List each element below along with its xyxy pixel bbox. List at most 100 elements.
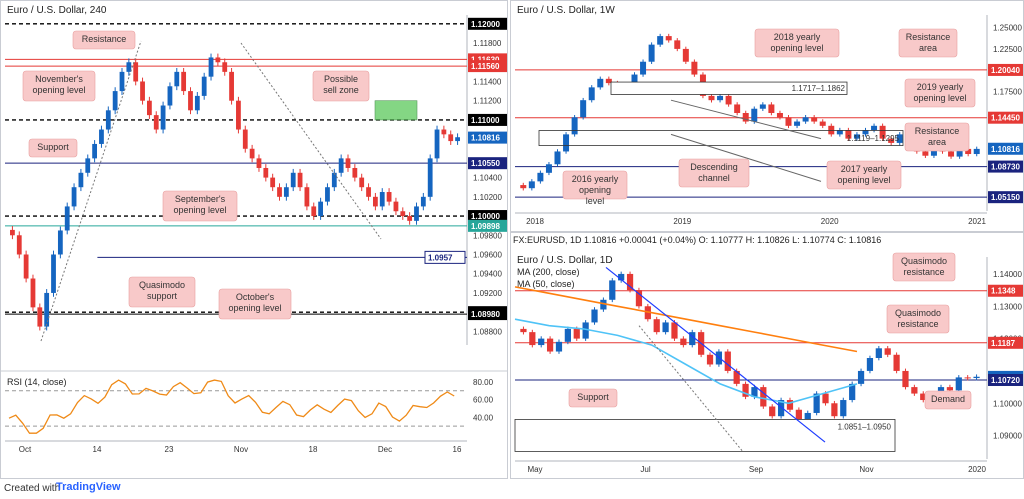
annotation-demand: Demand bbox=[931, 394, 965, 404]
y-tick-label: 1.17500 bbox=[993, 88, 1022, 97]
level-label: 1.10720 bbox=[991, 376, 1020, 385]
candle-body bbox=[973, 148, 980, 155]
weekly-chart[interactable]: 1.25000 1.22500 1.17500 1.20040 1.14450 1.108… bbox=[511, 1, 1024, 232]
candle-body bbox=[256, 158, 262, 168]
candle-body bbox=[600, 299, 607, 310]
candle-body bbox=[849, 383, 856, 401]
annotation-resistance-area-1: Resistance bbox=[906, 32, 951, 42]
level-label: 1.20040 bbox=[991, 66, 1020, 75]
y-tick-label: 1.09400 bbox=[473, 270, 502, 279]
candle-body bbox=[338, 158, 344, 173]
annotation-sell-zone-box bbox=[312, 70, 370, 102]
candle-body bbox=[167, 86, 173, 106]
ma50-legend: MA (50, close) bbox=[517, 279, 575, 289]
annotation-november-open: November's bbox=[35, 74, 83, 84]
level-label: 1.14450 bbox=[991, 114, 1020, 123]
trendline-blue bbox=[605, 266, 826, 443]
demand-zone bbox=[514, 419, 896, 452]
annotation-quasimodo-support: Quasimodo bbox=[139, 280, 185, 290]
candle-body bbox=[571, 117, 578, 135]
zone-lower-label: 1.1119–1.1295 bbox=[847, 134, 900, 143]
candle-body bbox=[249, 148, 255, 159]
annotation-quasimodo-resistance-2: Quasimodo bbox=[895, 308, 941, 318]
x-tick-label: 2018 bbox=[526, 217, 544, 226]
h4-chart-title: Euro / U.S. Dollar, 240 bbox=[7, 5, 107, 16]
annotation-quasimodo-resistance-1: resistance bbox=[903, 267, 944, 277]
candle-body bbox=[742, 383, 749, 397]
candle-body bbox=[828, 125, 835, 135]
candle-body bbox=[529, 332, 536, 346]
annotation-2016-open: level bbox=[586, 196, 605, 206]
candle-body bbox=[609, 280, 616, 300]
annotation-october-open: opening level bbox=[228, 303, 281, 313]
daily-chart[interactable]: 1.140001.130001.120001.100001.090001.134… bbox=[511, 233, 1024, 479]
candle-body bbox=[911, 387, 918, 394]
sell-zone bbox=[374, 100, 418, 121]
annotation-quasimodo-resistance-1: Quasimodo bbox=[901, 256, 947, 266]
candle-body bbox=[201, 76, 207, 96]
candle-body bbox=[174, 71, 180, 87]
candle-body bbox=[768, 104, 775, 113]
candle-body bbox=[379, 192, 385, 207]
candle-body bbox=[733, 370, 740, 384]
y-tick-label: 1.14000 bbox=[993, 270, 1022, 279]
weekly-chart-panel[interactable]: Euro / U.S. Dollar, 1W 1.25000 1.22500 1.1… bbox=[510, 0, 1024, 232]
x-tick-label: 16 bbox=[453, 445, 462, 454]
candle-body bbox=[605, 78, 612, 84]
annotation-quasimodo-resistance-2-box bbox=[886, 304, 950, 334]
candle-body bbox=[277, 187, 282, 197]
level-label: 1.09898 bbox=[471, 222, 500, 231]
candle-body bbox=[665, 36, 672, 41]
trendline-up bbox=[40, 40, 142, 342]
level-label-bg bbox=[988, 142, 1023, 155]
candle-body bbox=[626, 273, 634, 291]
daily-chart-panel[interactable]: FX:EURUSD, 1D 1.10816 +0.00041 (+0.04%) … bbox=[510, 232, 1024, 479]
rsi-tick-label: 60.00 bbox=[473, 396, 494, 405]
x-tick-label: Dec bbox=[378, 445, 392, 454]
candle-body bbox=[902, 370, 909, 388]
candle-body bbox=[538, 338, 545, 346]
candle-body bbox=[331, 172, 337, 188]
y-tick-label: 1.10200 bbox=[473, 193, 502, 202]
candle-body bbox=[325, 187, 330, 202]
daily-chart-header: FX:EURUSD, 1D 1.10816 +0.00041 (+0.04%) … bbox=[513, 235, 882, 245]
candle-body bbox=[580, 100, 587, 118]
candle-body bbox=[680, 338, 687, 346]
candle-body bbox=[769, 406, 776, 417]
rsi-legend: RSI (14, close) bbox=[7, 377, 67, 387]
candle-body bbox=[160, 105, 166, 130]
candle-body bbox=[862, 130, 869, 135]
x-tick-label: May bbox=[527, 465, 542, 474]
level-label: 1.08980 bbox=[471, 310, 500, 319]
level-label: 1.11000 bbox=[471, 116, 500, 125]
annotation-support-box bbox=[28, 138, 78, 158]
annotation-2016-open: opening bbox=[579, 185, 611, 195]
candle-body bbox=[893, 354, 900, 371]
candle-body bbox=[546, 338, 554, 352]
candle-body bbox=[10, 229, 15, 236]
candle-body bbox=[414, 206, 419, 221]
candle-body bbox=[555, 341, 563, 352]
candle-body bbox=[57, 230, 63, 255]
candle-body bbox=[194, 95, 200, 111]
candle-body bbox=[222, 62, 228, 72]
candle-body bbox=[119, 71, 125, 92]
candle-body bbox=[794, 121, 801, 126]
candle-body bbox=[537, 172, 544, 182]
level-label-bg bbox=[468, 210, 507, 223]
ma200-line bbox=[514, 286, 858, 353]
candle-body bbox=[920, 393, 927, 401]
y-tick-label: 1.09800 bbox=[473, 231, 502, 240]
tradingview-logo[interactable]: TradingView bbox=[56, 481, 121, 493]
candle-body bbox=[973, 376, 980, 379]
candle-body bbox=[948, 151, 955, 157]
candle-body bbox=[455, 137, 460, 142]
candle-body bbox=[822, 393, 829, 404]
candle-body bbox=[725, 95, 732, 105]
candle-body bbox=[181, 71, 187, 92]
h4-chart[interactable]: 1.11800 1.11400 1.11200 1.10400 1.10200 1.098… bbox=[1, 1, 508, 479]
annotation-2018-open: opening level bbox=[770, 43, 823, 53]
h4-chart-panel[interactable]: Euro / U.S. Dollar, 240 1.11800 1.11400 1.… bbox=[0, 0, 508, 479]
annotation-resistance-area-2-box bbox=[904, 122, 970, 152]
candle-body bbox=[545, 164, 552, 173]
